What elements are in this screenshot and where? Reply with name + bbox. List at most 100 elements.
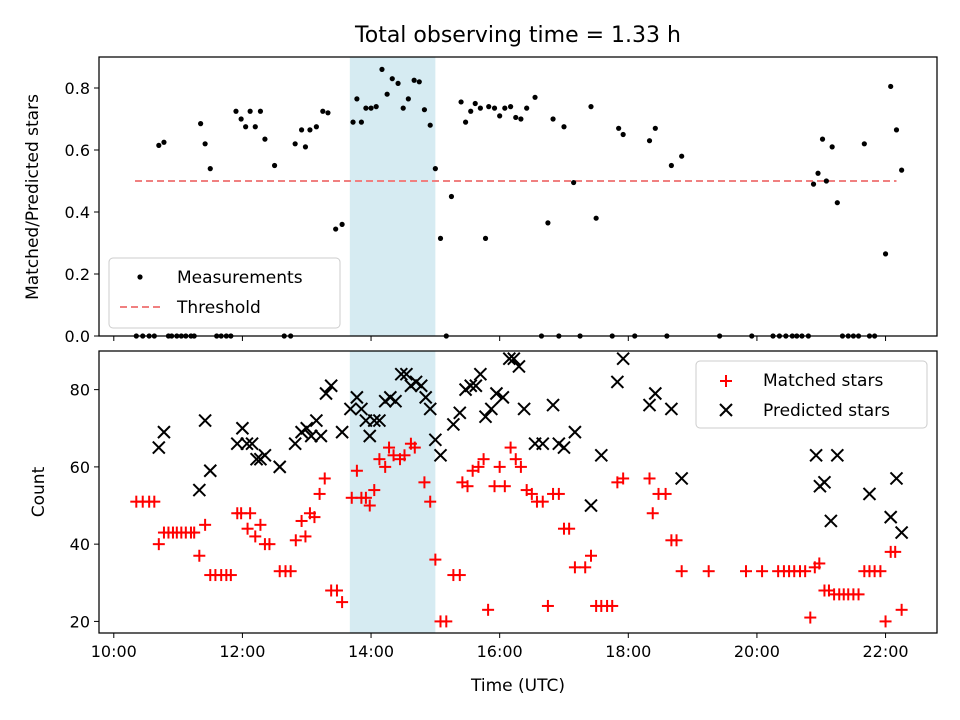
- predicted-star-point: [399, 367, 414, 381]
- measurement-point: [829, 144, 835, 150]
- count-panel-x-ticks: 10:00 12:00 14:00 16:00 18:00 20:00 22:00: [91, 633, 909, 661]
- predicted-star-point: [496, 390, 510, 405]
- measurement-point: [233, 108, 239, 114]
- matched-star-point: [606, 599, 619, 612]
- matched-star-point: [313, 487, 326, 500]
- predicted-star-point: [446, 417, 461, 432]
- y-tick-label: 80: [70, 381, 90, 400]
- predicted-star-point: [507, 352, 521, 366]
- predicted-star-point: [584, 498, 598, 513]
- measurement-point: [389, 76, 395, 82]
- measurement-point: [421, 107, 428, 113]
- predicted-star-point: [502, 352, 517, 366]
- matched-star-point: [254, 518, 267, 531]
- predicted-star-point: [428, 433, 443, 447]
- measurement-point: [339, 221, 345, 227]
- predicted-star-point: [273, 460, 287, 474]
- measurement-point: [354, 96, 360, 102]
- predicted-star-point: [363, 429, 377, 443]
- predicted-star-point: [192, 483, 207, 497]
- measurement-point: [307, 127, 313, 133]
- matched-star-point: [244, 507, 257, 520]
- measurement-point: [400, 105, 406, 111]
- measurement-point: [561, 124, 567, 130]
- matched-star-point: [424, 495, 437, 508]
- matched-star-point: [318, 472, 331, 485]
- measurements-series: [133, 66, 905, 339]
- y-tick-label: 60: [70, 458, 90, 477]
- predicted-star-point: [245, 437, 259, 451]
- matched-star-point: [295, 514, 308, 527]
- predicted-star-point: [489, 386, 504, 401]
- matched-star-point: [482, 603, 495, 616]
- matched-star-point: [493, 460, 506, 473]
- matched-star-point: [895, 603, 908, 616]
- measurement-point: [588, 104, 594, 110]
- predicted-star-point: [309, 413, 324, 428]
- matched-star-point: [359, 491, 372, 504]
- measurement-point: [679, 153, 685, 159]
- measurement-point: [545, 220, 551, 226]
- predicted-star-point: [478, 409, 493, 424]
- matched-star-point: [308, 511, 321, 524]
- predicted-star-point: [862, 487, 877, 501]
- measurement-point: [333, 226, 339, 232]
- measurement-point: [823, 178, 829, 184]
- predicted-star-point: [674, 471, 689, 486]
- measurement-point: [819, 136, 826, 142]
- measurement-point: [202, 141, 208, 147]
- predicted-star-point: [546, 398, 560, 412]
- predicted-star-point: [616, 352, 630, 366]
- measurement-point: [448, 193, 455, 200]
- matched-star-point: [525, 487, 538, 500]
- measurement-point: [252, 124, 258, 130]
- measurement-point: [620, 131, 626, 138]
- predicted-star-point: [372, 413, 387, 428]
- matched-star-point: [756, 565, 769, 578]
- matched-star-point: [498, 480, 511, 493]
- matched-star-point: [373, 453, 386, 466]
- measurement-point: [477, 105, 483, 111]
- measurement-point: [899, 167, 905, 173]
- predicted-star-point: [664, 402, 679, 416]
- measurement-point: [616, 125, 622, 131]
- matched-star-point: [659, 487, 672, 500]
- measurement-point: [298, 127, 305, 133]
- matched-star-point: [889, 545, 902, 558]
- ratio-panel-y-label: Matched/Predicted stars: [23, 94, 43, 300]
- measurement-point: [262, 136, 268, 142]
- measurement-point: [893, 127, 900, 133]
- measurement-point: [395, 80, 401, 86]
- measurement-point: [257, 108, 264, 114]
- predicted-star-point: [419, 390, 433, 405]
- predicted-star-point: [335, 425, 349, 439]
- threshold-legend-label: Threshold: [176, 298, 261, 318]
- measurement-point: [571, 179, 577, 186]
- ratio-panel-legend: Measurements Threshold: [108, 257, 341, 329]
- predicted-star-point: [235, 421, 250, 435]
- measurement-point: [405, 96, 411, 102]
- matched-star-point: [387, 449, 400, 462]
- measurement-point: [161, 139, 167, 145]
- measurement-point: [437, 235, 444, 241]
- x-tick-label: 14:00: [348, 642, 394, 661]
- matched-star-point: [453, 569, 466, 582]
- count-panel-y-ticks: 20 40 60 80: [70, 381, 99, 631]
- predicted-star-point: [464, 379, 478, 393]
- measurement-point: [358, 119, 364, 125]
- matched-star-point: [813, 557, 826, 570]
- measurement-point: [472, 100, 478, 107]
- matched-star-point: [336, 596, 349, 609]
- measurement-point: [325, 110, 331, 116]
- predicted-stars-legend-label: Predicted stars: [763, 401, 890, 421]
- matched-star-point: [488, 480, 501, 493]
- measurement-point: [652, 125, 658, 131]
- predicted-star-point: [894, 525, 909, 540]
- predicted-star-point: [350, 390, 364, 405]
- measurement-point: [427, 122, 433, 128]
- measurement-point: [491, 105, 498, 111]
- matched-star-point: [477, 453, 490, 466]
- predicted-stars-legend-marker: [719, 403, 733, 417]
- matched-star-point: [193, 549, 206, 562]
